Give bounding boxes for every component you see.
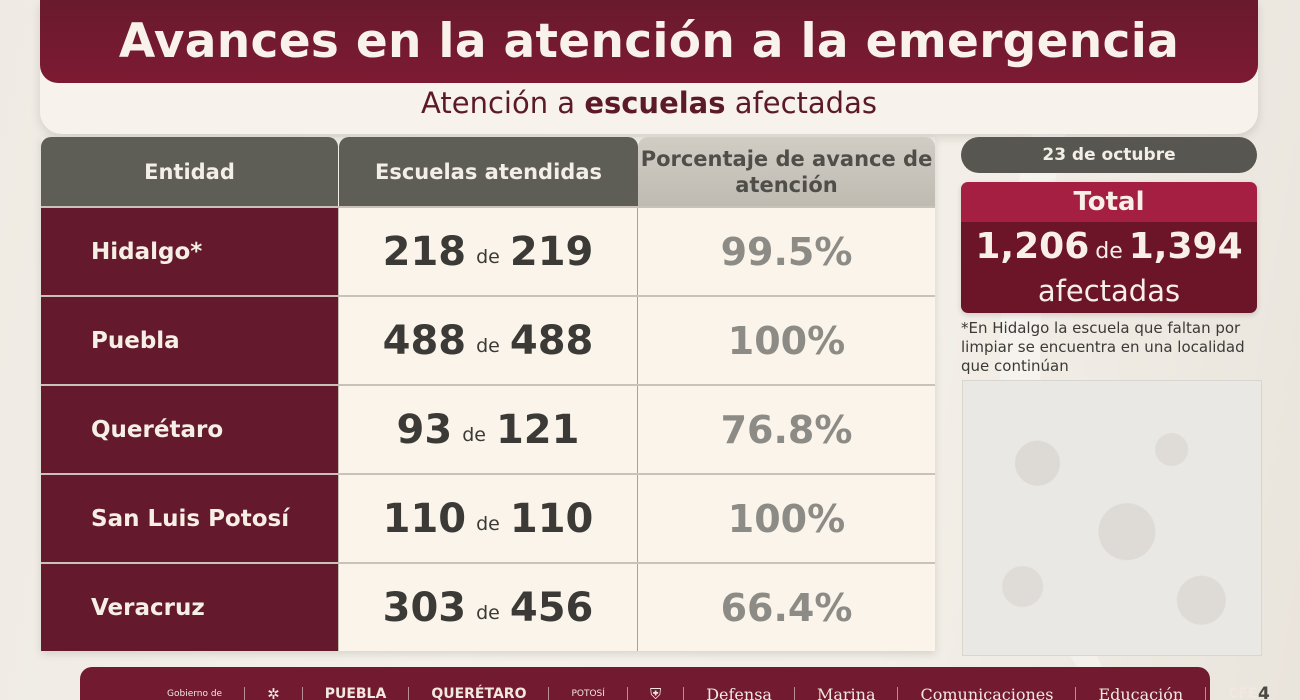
logo-marina: Marina: [795, 685, 899, 700]
logo-comunicaciones: Comunicaciones: [898, 685, 1077, 700]
schools-count: 110 de 110: [338, 475, 637, 562]
footer-logos-bar: Gobierno de ✲ PUEBLA QUERÉTARO POTOSÍ ⛨ …: [80, 667, 1258, 700]
entity-name: Hidalgo*: [41, 208, 338, 295]
attended-value: 303: [382, 584, 467, 631]
logo-cfe: CFE: [1228, 686, 1258, 700]
percent-value: 76.8%: [637, 386, 935, 473]
percent-value: 99.5%: [637, 208, 935, 295]
percent-value: 100%: [637, 297, 935, 384]
total-value: 219: [509, 228, 594, 275]
total-label: Total: [961, 182, 1257, 222]
column-header-escuelas: Escuelas atendidas: [339, 137, 638, 206]
logo-educacion: Educación: [1076, 685, 1207, 700]
schools-count: 218 de 219: [338, 208, 637, 295]
logo-puebla: PUEBLA: [303, 686, 410, 700]
schools-count: 303 de 456: [338, 564, 637, 651]
total-value: 110: [509, 495, 594, 542]
page-title: Avances en la atención a la emergencia: [118, 14, 1180, 69]
total-value: 488: [509, 317, 594, 364]
de-label: de: [1095, 239, 1123, 264]
table-row: Querétaro 93 de 121 76.8%: [41, 384, 935, 473]
entity-name: San Luis Potosí: [41, 475, 338, 562]
page-number: 4: [1258, 684, 1270, 700]
total-counts: 1,206 de 1,394: [961, 222, 1257, 273]
logo-queretaro: QUERÉTARO: [409, 686, 550, 700]
attended-value: 93: [396, 406, 453, 453]
column-header-porcentaje: Porcentaje de avance de atención: [638, 137, 935, 206]
entity-name: Puebla: [41, 297, 338, 384]
subtitle-post: afectadas: [725, 86, 877, 120]
logo-emblem-icon: ✲: [245, 685, 303, 700]
de-label: de: [476, 512, 500, 535]
attended-value: 488: [382, 317, 467, 364]
total-value: 456: [509, 584, 594, 631]
entity-name: Querétaro: [41, 386, 338, 473]
logo-veracruz-icon: ⛨: [628, 685, 685, 700]
schools-table: Entidad Escuelas atendidas Porcentaje de…: [41, 137, 935, 651]
entity-name: Veracruz: [41, 564, 338, 651]
table-row: Veracruz 303 de 456 66.4%: [41, 562, 935, 651]
date-badge: 23 de octubre: [961, 137, 1257, 173]
de-label: de: [476, 601, 500, 624]
total-summary-box: Total 1,206 de 1,394 afectadas: [961, 182, 1257, 313]
de-label: de: [476, 334, 500, 357]
de-label: de: [462, 423, 486, 446]
total-affected: 1,394: [1128, 226, 1243, 267]
total-value: 121: [495, 406, 580, 453]
schools-count: 488 de 488: [338, 297, 637, 384]
subtitle-pre: Atención a: [421, 86, 585, 120]
footnote: *En Hidalgo la escuela que faltan por li…: [961, 319, 1245, 375]
attended-value: 218: [382, 228, 467, 275]
page-subtitle: Atención a escuelas afectadas: [40, 86, 1258, 120]
total-attended: 1,206: [975, 226, 1090, 267]
percent-value: 66.4%: [637, 564, 935, 651]
logo-potosi: POTOSÍ: [549, 687, 628, 700]
subtitle-bold: escuelas: [584, 86, 726, 120]
table-header: Entidad Escuelas atendidas Porcentaje de…: [41, 137, 935, 206]
title-bar: Avances en la atención a la emergencia: [40, 0, 1258, 83]
table-row: Puebla 488 de 488 100%: [41, 295, 935, 384]
decorative-pattern-image: [962, 380, 1262, 656]
table-row: San Luis Potosí 110 de 110 100%: [41, 473, 935, 562]
header-card: Avances en la atención a la emergencia A…: [40, 0, 1258, 134]
attended-value: 110: [382, 495, 467, 542]
logo-defensa: Defensa: [684, 685, 795, 700]
de-label: de: [476, 245, 500, 268]
logo-gobierno: Gobierno de: [145, 687, 246, 700]
percent-value: 100%: [637, 475, 935, 562]
total-body: 1,206 de 1,394 afectadas: [961, 222, 1257, 313]
schools-count: 93 de 121: [338, 386, 637, 473]
affected-label: afectadas: [1037, 274, 1181, 308]
column-header-entidad: Entidad: [41, 137, 338, 206]
table-row: Hidalgo* 218 de 219 99.5%: [41, 206, 935, 295]
